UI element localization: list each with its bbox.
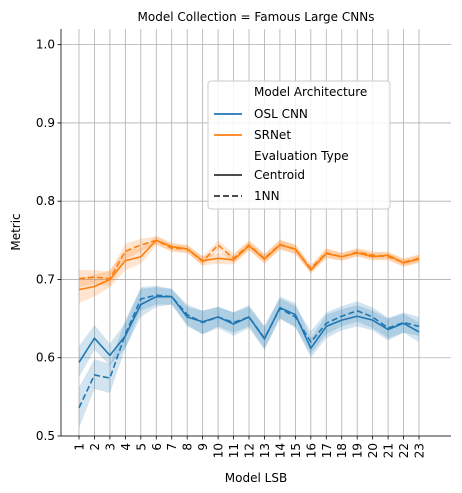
x-tick-label: 18 xyxy=(335,443,349,458)
x-tick-label: 1 xyxy=(73,443,87,451)
x-tick-label: 19 xyxy=(351,443,365,458)
x-tick-label: 16 xyxy=(304,443,318,458)
x-tick-label: 8 xyxy=(181,443,195,451)
y-tick-label: 1.0 xyxy=(36,38,55,52)
x-tick-label: 3 xyxy=(103,443,117,451)
x-tick-label: 6 xyxy=(150,443,164,451)
series-line xyxy=(78,295,420,363)
x-tick-label: 17 xyxy=(320,443,334,458)
legend-label-1nn: 1NN xyxy=(254,189,280,203)
x-tick-label: 14 xyxy=(273,443,287,458)
legend-label-centroid: Centroid xyxy=(254,168,305,182)
y-ticks: 0.5 0.6 0.7 0.8 0.9 1.0 xyxy=(36,38,61,443)
x-tick-label: 10 xyxy=(212,443,226,458)
chart-title: Model Collection = Famous Large CNNs xyxy=(138,10,375,24)
legend-label-srnet: SRNet xyxy=(254,128,291,142)
x-tick-label: 20 xyxy=(366,443,380,458)
x-tick-label: 11 xyxy=(227,443,241,458)
x-tick-label: 9 xyxy=(196,443,210,451)
x-tick-label: 21 xyxy=(382,443,396,458)
legend-style-title: Evaluation Type xyxy=(254,149,349,163)
x-tick-label: 23 xyxy=(413,443,427,458)
y-tick-label: 0.8 xyxy=(36,194,55,208)
y-tick-label: 0.5 xyxy=(36,429,55,443)
y-tick-label: 0.7 xyxy=(36,272,55,286)
y-tick-label: 0.9 xyxy=(36,116,55,130)
legend-box xyxy=(207,80,391,210)
x-tick-label: 4 xyxy=(119,443,133,451)
x-tick-label: 15 xyxy=(289,443,303,458)
legend-label-osl-cnn: OSL CNN xyxy=(254,107,308,121)
confidence-band xyxy=(79,235,420,303)
x-axis-label: Model LSB xyxy=(225,471,287,485)
x-tick-label: 22 xyxy=(397,443,411,458)
x-tick-label: 13 xyxy=(258,443,272,458)
confidence-band xyxy=(79,285,420,429)
x-tick-label: 5 xyxy=(134,443,148,451)
x-tick-label: 12 xyxy=(243,443,257,458)
y-tick-label: 0.6 xyxy=(36,351,55,365)
axes xyxy=(60,29,451,437)
series-line xyxy=(78,294,420,409)
x-tick-label: 7 xyxy=(165,443,179,451)
series-line xyxy=(78,239,420,280)
x-tick-label: 2 xyxy=(88,443,102,451)
series-lines xyxy=(78,239,420,409)
legend-hue-title: Model Architecture xyxy=(254,85,367,99)
confidence-band xyxy=(79,287,420,378)
y-axis-label: Metric xyxy=(9,213,23,250)
legend: Model Architecture OSL CNN SRNet Evaluat… xyxy=(207,80,391,210)
x-ticks: 1 2 3 4 5 6 7 8 9 10 11 12 13 14 15 16 17 18 19 20 21 22 23 xyxy=(73,436,427,458)
